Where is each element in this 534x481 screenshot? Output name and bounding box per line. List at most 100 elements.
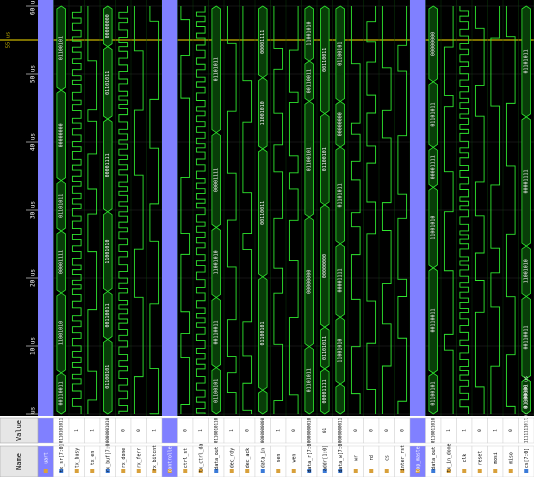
signal-name-data_w[7:0][interactable]: data_w[7:0: [338, 443, 344, 472]
bus-value-label: 01100101: [322, 147, 328, 171]
signal-name-data_out[interactable]: data_out: [214, 446, 220, 469]
bus-value-label: 00110011: [105, 303, 111, 327]
signal-name-uart[interactable]: uart: [43, 452, 49, 464]
bus-value-label: 00000000: [105, 14, 111, 38]
signal-type-icon: [369, 469, 373, 473]
signal-name-mosi[interactable]: mosi: [493, 452, 499, 464]
signal-name-miso[interactable]: miso: [508, 452, 514, 464]
bus-value-label: 01100101: [431, 382, 437, 406]
signal-type-icon: [261, 469, 265, 473]
bus-value-label: 00110011: [431, 308, 437, 332]
signal-name-tx_busy[interactable]: tx_busy: [74, 448, 80, 468]
bus-value-label: 11001010: [307, 21, 313, 45]
signal-name-cs[interactable]: cs: [385, 455, 390, 461]
bus-value-label: 01100101: [307, 147, 313, 171]
time-tick-label: 60 us: [30, 0, 37, 15]
bus-value-label: 00000000: [338, 112, 344, 136]
bus-value-label: 01101011: [322, 336, 328, 360]
signal-name-controller[interactable]: controller: [167, 443, 173, 472]
value-cell: [410, 418, 426, 443]
group-band-top_master: [410, 0, 426, 416]
bus-value-label: 01101011: [524, 49, 530, 73]
bus-value-label: 00110011: [322, 48, 328, 72]
bus-value-label: 00001111: [214, 168, 220, 192]
bus-value-label: 01101011: [338, 183, 344, 207]
group-band-controller: [162, 0, 178, 416]
signal-type-icon: [292, 469, 296, 473]
bus-value-label: 00000000: [431, 32, 437, 56]
bus-value-label: 00001111: [260, 30, 266, 54]
bus-value-label: 01101011: [214, 57, 220, 81]
bus-value-label: 01100101: [214, 379, 220, 403]
bus-value-label: 00110011: [59, 381, 65, 405]
signal-name-rx_bitcnt[interactable]: rx_bitcnt: [152, 445, 158, 471]
signal-name-ctrl_st[interactable]: ctrl_st: [183, 448, 189, 468]
signal-type-icon: [121, 469, 125, 473]
cursor-time-label: 55 us: [6, 32, 12, 49]
time-tick-label: 30 us: [30, 201, 37, 219]
bus-value-label: 01101011: [59, 194, 65, 218]
time-tick-label: 20 us: [30, 269, 37, 287]
bus-value-label: 00001111: [105, 153, 111, 177]
signal-name-tx_ctrl_data[interactable]: tx_ctrl_da: [198, 443, 204, 472]
signal-type-icon: [44, 469, 48, 473]
bus-value-label: 11001010: [105, 240, 111, 264]
group-band-uart: [38, 0, 54, 416]
signal-name-addr[1:0][interactable]: addr[1:0]: [322, 445, 328, 471]
bus-value-label: 00000000: [307, 270, 313, 294]
value-data_out: 0110010110: [213, 417, 218, 443]
value-column-header: Value: [15, 420, 23, 441]
signal-name-inter_rst[interactable]: inter_rst: [400, 445, 406, 471]
signal-name-rx_ferr[interactable]: rx_ferr: [136, 448, 142, 468]
signal-name-tx_en[interactable]: tx_en: [90, 451, 96, 466]
bus-value-label: 01100101: [338, 42, 344, 66]
bus-value-label: 01100101: [59, 36, 65, 60]
bus-value-label: 00001111: [431, 155, 437, 179]
signal-name-dec_ack[interactable]: dec_ack: [245, 448, 251, 468]
bus-value-label: 00001111: [338, 268, 344, 292]
signal-name-tx_in_done[interactable]: tx_in_done: [446, 443, 452, 472]
signal-name-top_master[interactable]: top_master: [415, 443, 421, 472]
bus-value-label: 00110011: [214, 320, 220, 344]
time-tick-label: 10 us: [30, 337, 37, 355]
signal-name-cs[7:0][interactable]: cs[7:0]: [524, 448, 530, 468]
signal-name-data_in[interactable]: data_in: [260, 448, 266, 468]
signal-name-rx_buf[7:0][interactable]: rx_buf[7:0: [105, 443, 111, 472]
cursor-readout: Now: 0.000000 us: [524, 376, 530, 424]
signal-type-icon: [75, 469, 79, 473]
name-column-header: Name: [15, 453, 23, 470]
time-tick-label: 50 us: [30, 65, 37, 83]
bus-value-label: 00001111: [322, 379, 328, 403]
bus-value-label: 00000000: [59, 123, 65, 147]
value-data_r[7:0]: 0000000010: [306, 417, 311, 443]
bus-value-label: 00001111: [524, 169, 530, 193]
signal-name-rx_done[interactable]: rx_done: [121, 448, 127, 468]
value-rx_buf[7:0]: 0000001010: [105, 417, 110, 443]
value-tx_sr[7:0]: 0110101011: [58, 417, 63, 443]
bus-value-label: 00110011: [260, 201, 266, 225]
signal-type-icon: [354, 469, 358, 473]
bus-value-label: 01101011: [307, 368, 313, 392]
bus-value-label: 01101011: [431, 103, 437, 127]
signal-name-tx_sr[7:0][interactable]: tx_sr[7:0]: [59, 444, 65, 473]
signal-type-icon: [230, 469, 234, 473]
bus-value-label: 00000000: [322, 254, 328, 278]
signal-name-rd[interactable]: rd: [369, 455, 375, 461]
signal-name-clk[interactable]: clk: [462, 454, 468, 463]
signal-name-dec_rdy[interactable]: dec_rdy: [229, 448, 235, 468]
signal-name-wen[interactable]: wen: [292, 454, 297, 463]
signal-type-icon: [478, 469, 482, 473]
signal-type-icon: [524, 469, 528, 473]
signal-name-wr[interactable]: wr: [354, 455, 359, 461]
bus-value-label: 00001111: [59, 250, 65, 274]
signal-name-data_r[7:0][interactable]: data_r[7:0: [307, 443, 313, 472]
value-data_in: 0000000000: [260, 417, 265, 443]
signal-type-icon: [245, 469, 249, 473]
signal-name-reset[interactable]: reset: [477, 451, 483, 466]
signal-name-data_out[interactable]: data_out: [431, 446, 437, 469]
signal-name-sen[interactable]: sen: [277, 454, 282, 463]
value-data_w[7:0]: 0000000011: [337, 417, 342, 443]
bus-value-label: 01100101: [260, 321, 266, 345]
bus-value-label: 11001010: [524, 259, 530, 283]
